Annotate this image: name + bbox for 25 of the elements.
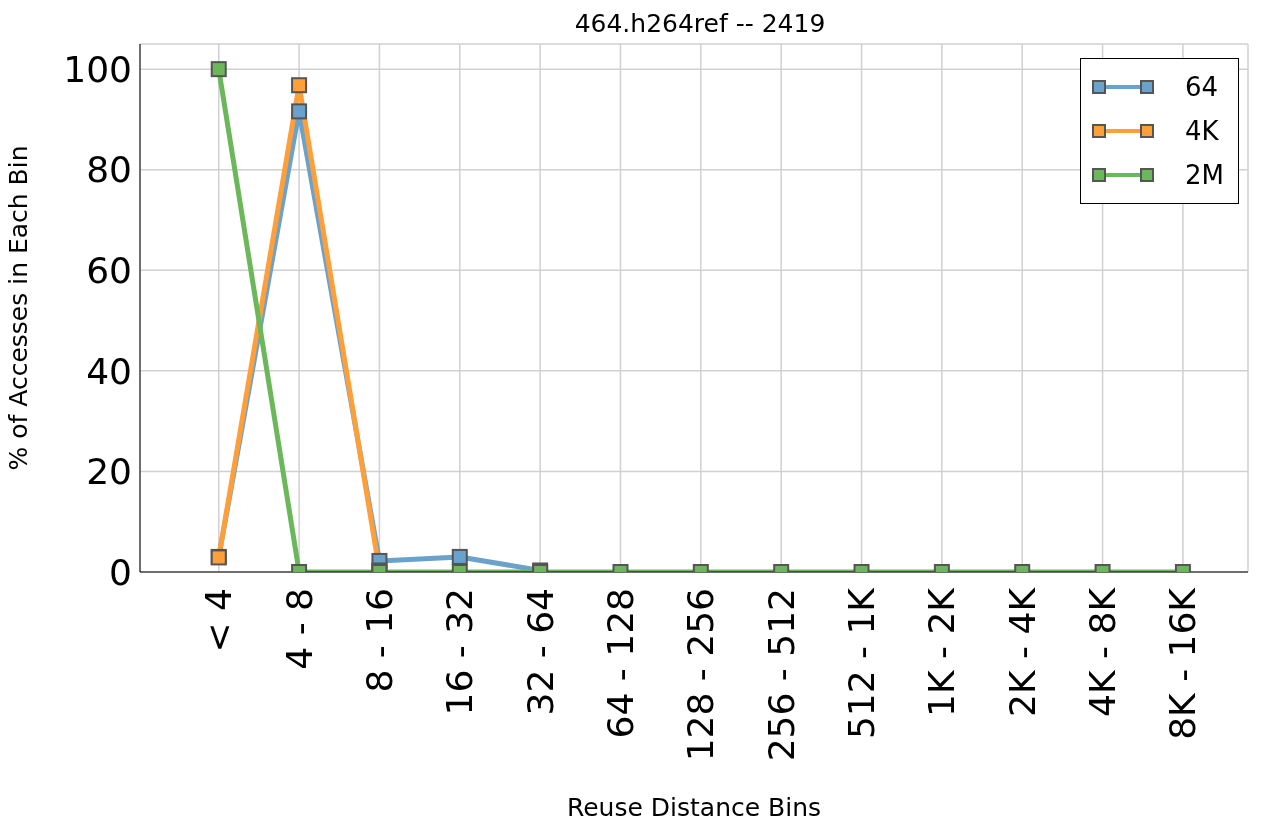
x-tick-label: 256 - 512: [760, 588, 802, 762]
x-tick-label: 1K - 2K: [921, 586, 963, 717]
y-tick-label: 80: [86, 149, 132, 191]
x-axis-title: Reuse Distance Bins: [566, 793, 822, 822]
x-tick-label: 128 - 256: [680, 588, 722, 762]
y-tick-label: 20: [86, 451, 132, 493]
y-tick-label: 60: [86, 250, 132, 292]
x-tick-label: 4K - 8K: [1082, 586, 1124, 717]
legend-label: 2M: [1185, 160, 1224, 190]
x-tick-label: 64 - 128: [599, 588, 641, 739]
y-tick-label: 100: [63, 48, 132, 90]
x-tick-label: 8 - 16: [358, 588, 400, 693]
x-tick-label: < 4: [198, 588, 240, 653]
y-axis-title: % of Accesses in Each Bin: [3, 145, 33, 471]
legend-label: 4K: [1185, 116, 1219, 146]
y-tick-label: 40: [86, 350, 132, 392]
legend-label: 64: [1185, 72, 1219, 102]
x-tick-label: 512 - 1K: [841, 586, 883, 740]
x-tick-label: 2K - 4K: [1001, 586, 1043, 717]
chart-title: 464.h264ref -- 2419: [574, 9, 826, 38]
x-tick-label: 4 - 8: [278, 588, 320, 670]
x-tick-label: 8K - 16K: [1162, 586, 1204, 740]
x-tick-label: 32 - 64: [519, 588, 561, 716]
y-tick-label: 0: [109, 551, 132, 593]
x-tick-label: 16 - 32: [439, 588, 481, 716]
